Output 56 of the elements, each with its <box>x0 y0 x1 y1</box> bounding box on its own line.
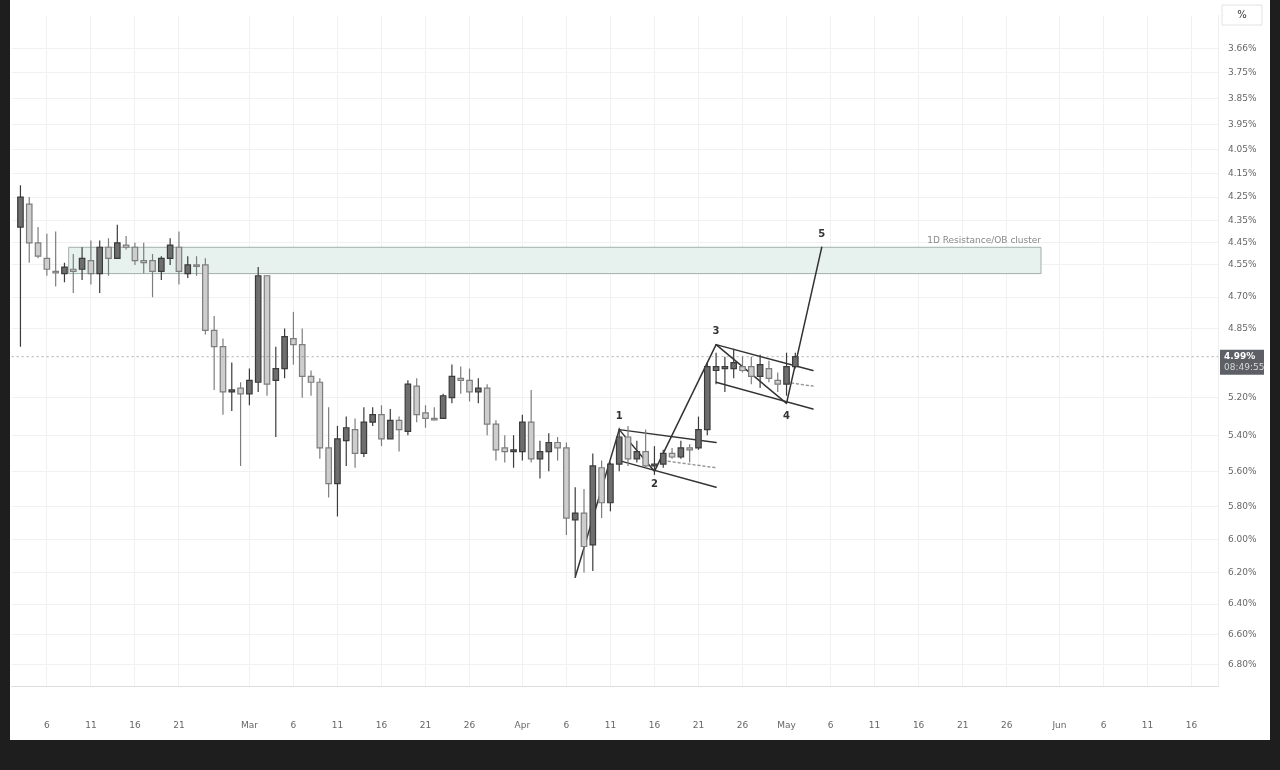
x-tick-label: 6 <box>827 719 834 730</box>
y-tick-label: 5.60% <box>1228 465 1258 476</box>
y-tick-label: 3.95% <box>1228 118 1258 129</box>
band-label: 1D Resistance/OB cluster <box>927 235 1042 246</box>
annotation: 1 <box>615 410 623 422</box>
y-tick-label: 6.20% <box>1228 566 1258 577</box>
x-tick-label: 26 <box>736 719 749 730</box>
x-tick-label: 26 <box>1000 719 1013 730</box>
y-tick-label: 3.75% <box>1228 67 1258 78</box>
x-tick-label: May <box>777 719 797 730</box>
annotation: 2 <box>650 477 658 489</box>
y-tick-label: 6.00% <box>1228 534 1258 545</box>
x-tick-label: 16 <box>375 719 388 730</box>
y-tick-label: 5.20% <box>1228 391 1258 402</box>
y-tick-label: 4.05% <box>1228 143 1258 154</box>
y-tick-label: 5.40% <box>1228 429 1258 440</box>
y-tick-label: 4.45% <box>1228 237 1258 248</box>
y-axis-title: % <box>1237 8 1247 20</box>
x-tick-label: 21 <box>956 719 969 730</box>
y-tick-label: 3.85% <box>1228 93 1258 104</box>
ref-line-label: 4.99% <box>1224 351 1256 362</box>
y-tick-label: 4.15% <box>1228 167 1258 178</box>
y-tick-label: 5.80% <box>1228 500 1258 511</box>
x-tick-label: 26 <box>463 719 476 730</box>
y-tick-label: 4.85% <box>1228 322 1258 333</box>
x-tick-label: Mar <box>240 719 259 730</box>
y-tick-label: 4.55% <box>1228 259 1258 270</box>
x-tick-label: 6 <box>1100 719 1107 730</box>
x-tick-label: 11 <box>331 719 344 730</box>
x-tick-label: 11 <box>1141 719 1154 730</box>
annotation: 3 <box>712 325 720 337</box>
y-tick-label: 6.60% <box>1228 628 1258 639</box>
x-tick-label: 21 <box>692 719 705 730</box>
text: 08:49:55 <box>1224 362 1265 373</box>
x-tick-label: 11 <box>604 719 617 730</box>
x-tick-label: 6 <box>44 719 50 730</box>
y-tick-label: 3.66% <box>1228 42 1258 53</box>
y-tick-label: 4.25% <box>1228 191 1258 202</box>
x-tick-label: 21 <box>173 719 185 730</box>
x-tick-label: 16 <box>912 719 925 730</box>
y-tick-label: 6.40% <box>1228 598 1258 609</box>
y-tick-label: 6.80% <box>1228 658 1258 669</box>
x-tick-label: 16 <box>129 719 141 730</box>
y-tick-label: 4.35% <box>1228 214 1258 225</box>
x-tick-label: 11 <box>868 719 881 730</box>
x-tick-label: 16 <box>648 719 661 730</box>
x-tick-label: 11 <box>85 719 97 730</box>
x-tick-label: Jun <box>1051 719 1067 730</box>
x-tick-label: 6 <box>290 719 297 730</box>
x-tick-label: 6 <box>563 719 570 730</box>
annotation: 4 <box>783 409 791 421</box>
x-tick-label: 21 <box>419 719 432 730</box>
annotation: 5 <box>818 227 826 239</box>
x-tick-label: Apr <box>514 719 531 730</box>
y-tick-label: 4.70% <box>1228 291 1258 302</box>
x-tick-label: 16 <box>1185 719 1198 730</box>
